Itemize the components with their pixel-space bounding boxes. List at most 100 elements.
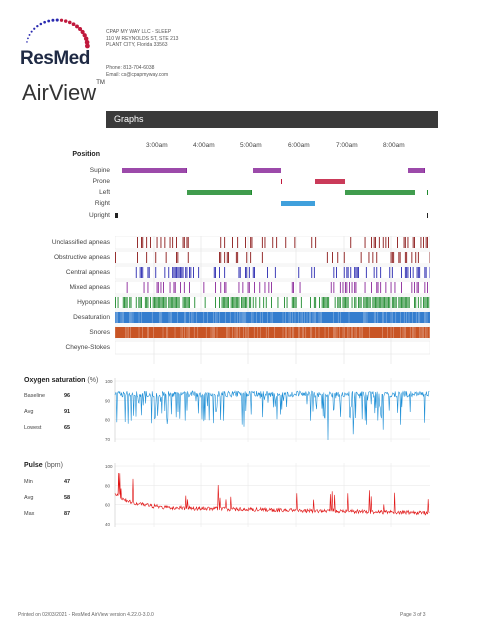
event-mark	[156, 297, 158, 308]
position-segment	[122, 168, 187, 173]
pulse-line	[114, 472, 430, 516]
event-mark	[224, 297, 226, 308]
position-label-right: Right	[94, 200, 110, 207]
event-mark	[291, 297, 293, 308]
pulse-title: Pulse (bpm)	[24, 462, 63, 469]
event-mark	[417, 282, 419, 293]
logo-dot	[43, 20, 46, 24]
event-mark	[178, 267, 180, 278]
resmed-dots-icon	[26, 18, 90, 49]
logo-dot	[27, 37, 29, 40]
oxygen-stat-value: 96	[64, 393, 71, 399]
event-mark	[343, 252, 345, 263]
pulse-stat-label: Min	[24, 479, 33, 485]
logo-dot	[51, 18, 55, 22]
event-mark	[126, 282, 128, 293]
event-mark	[395, 297, 397, 308]
event-mark	[403, 237, 405, 248]
event-mark	[425, 267, 427, 278]
event-mark	[174, 282, 176, 293]
event-mark	[198, 267, 200, 278]
pulse-stat-label: Max	[24, 511, 35, 517]
event-mark	[285, 237, 287, 248]
event-mark	[183, 237, 185, 248]
event-mark	[427, 297, 428, 308]
event-mark	[252, 267, 254, 278]
event-mark	[146, 252, 148, 263]
event-mark	[346, 267, 348, 278]
position-segment	[427, 213, 428, 218]
event-mark	[417, 297, 419, 308]
pulse-ytick: 60	[105, 503, 111, 508]
event-mark	[182, 267, 184, 278]
event-mark	[417, 252, 419, 263]
event-mark	[155, 297, 157, 308]
event-mark	[115, 252, 116, 263]
logo-dot	[67, 20, 72, 25]
event-mark	[173, 282, 175, 293]
event-mark	[234, 297, 236, 308]
event-mark	[393, 252, 395, 263]
provider-name: CPAP MY WAY LLC - SLEEP	[106, 29, 172, 35]
event-label: Mixed apneas	[69, 284, 110, 291]
event-mark	[368, 297, 370, 308]
event-mark	[235, 252, 237, 263]
event-mark	[254, 282, 255, 293]
event-mark	[373, 237, 375, 248]
event-mark	[183, 282, 185, 293]
event-mark	[189, 282, 190, 293]
airview-title: AirViewTM	[22, 80, 105, 106]
event-mark	[342, 282, 344, 293]
event-mark	[224, 237, 226, 248]
event-mark	[187, 297, 189, 308]
event-mark	[129, 297, 131, 308]
event-row-box	[115, 280, 430, 295]
event-mark	[354, 297, 356, 308]
event-mark	[385, 237, 387, 248]
event-mark	[254, 267, 255, 278]
event-mark	[164, 237, 166, 248]
position-segment	[408, 168, 425, 173]
event-mark	[399, 297, 401, 308]
event-mark	[248, 297, 250, 308]
event-mark	[333, 267, 335, 278]
event-mark	[407, 267, 409, 278]
event-mark	[343, 267, 345, 278]
event-mark	[185, 267, 187, 278]
event-mark	[263, 297, 265, 308]
event-mark	[377, 282, 379, 293]
position-segment	[115, 213, 118, 218]
event-mark	[286, 297, 288, 308]
position-label-upright: Upright	[89, 212, 110, 219]
event-mark	[215, 297, 216, 308]
event-mark	[373, 267, 375, 278]
event-mark	[242, 297, 244, 308]
event-mark	[213, 267, 215, 278]
pulse-chart: 100 80 60 40	[105, 463, 430, 527]
event-mark	[414, 297, 415, 308]
event-mark	[388, 297, 389, 308]
event-mark	[388, 237, 389, 248]
event-mark	[172, 267, 174, 278]
event-mark	[389, 297, 391, 308]
resmed-logo: ResMed	[20, 12, 90, 69]
event-mark	[178, 297, 180, 308]
event-mark	[186, 237, 188, 248]
events-chart	[115, 236, 430, 364]
event-mark	[277, 297, 279, 308]
event-mark	[382, 297, 384, 308]
logo-dot	[84, 39, 90, 45]
event-mark	[237, 297, 239, 308]
event-mark	[228, 297, 229, 308]
event-mark	[355, 282, 357, 293]
event-mark	[182, 297, 184, 308]
event-mark	[424, 267, 426, 278]
logo-dot	[55, 18, 59, 22]
event-mark	[300, 297, 302, 308]
event-mark	[298, 267, 300, 278]
spo2-ytick: 90	[105, 398, 111, 403]
event-mark	[397, 237, 398, 248]
event-mark	[246, 252, 248, 263]
event-mark	[398, 297, 400, 308]
event-mark	[144, 297, 146, 308]
